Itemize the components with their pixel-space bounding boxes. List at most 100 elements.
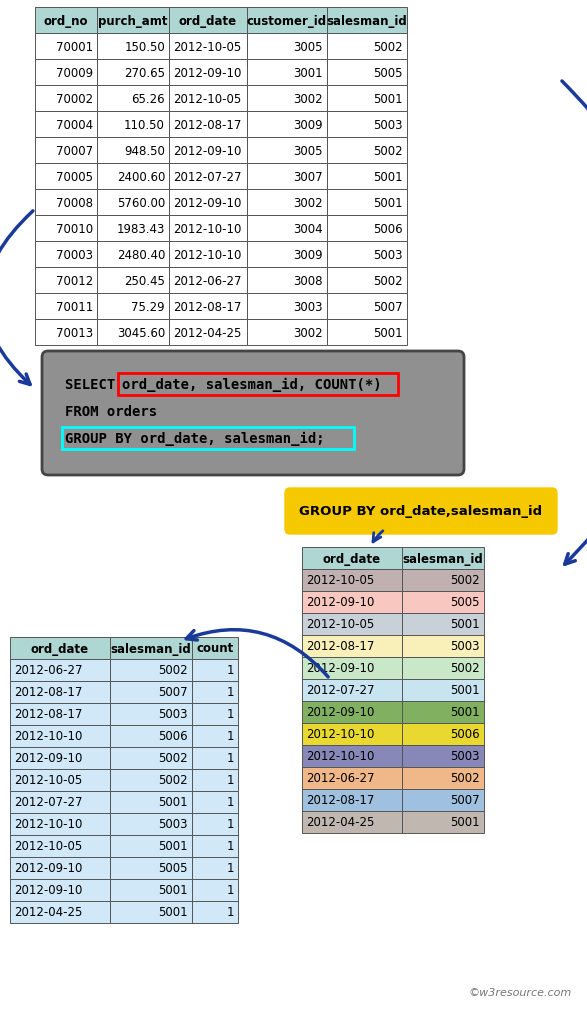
Bar — [110, 880, 192, 901]
Text: 5001: 5001 — [373, 92, 403, 105]
Text: 3008: 3008 — [294, 274, 323, 287]
Text: 5002: 5002 — [450, 771, 480, 785]
Text: 1983.43: 1983.43 — [117, 222, 165, 236]
Text: 2012-07-27: 2012-07-27 — [14, 796, 83, 809]
Bar — [169, 60, 247, 86]
Bar — [327, 86, 407, 112]
Bar — [192, 681, 238, 704]
Text: 70013: 70013 — [56, 327, 93, 339]
Text: 5003: 5003 — [158, 708, 188, 721]
Bar — [402, 569, 484, 591]
Text: 5006: 5006 — [158, 730, 188, 743]
Text: 5002: 5002 — [373, 40, 403, 54]
Bar — [247, 190, 327, 215]
Bar — [327, 137, 407, 164]
Text: 2012-06-27: 2012-06-27 — [173, 274, 241, 287]
Text: 2012-09-10: 2012-09-10 — [14, 861, 82, 875]
Bar — [327, 268, 407, 294]
Bar — [169, 268, 247, 294]
Bar — [110, 813, 192, 835]
Bar — [302, 657, 402, 679]
Bar — [169, 86, 247, 112]
Bar — [169, 34, 247, 60]
Bar — [192, 880, 238, 901]
Text: 70009: 70009 — [56, 67, 93, 80]
Bar — [97, 242, 169, 268]
Text: 5002: 5002 — [450, 662, 480, 674]
Text: customer_id: customer_id — [247, 14, 327, 27]
Text: 2012-10-05: 2012-10-05 — [14, 773, 82, 787]
Text: 2012-10-05: 2012-10-05 — [14, 840, 82, 852]
Bar — [192, 659, 238, 681]
Bar — [169, 190, 247, 215]
Text: 3009: 3009 — [294, 249, 323, 261]
Text: 2012-07-27: 2012-07-27 — [173, 170, 241, 183]
Text: 5760.00: 5760.00 — [117, 196, 165, 209]
Bar — [327, 242, 407, 268]
Text: 5005: 5005 — [373, 67, 403, 80]
Bar — [247, 242, 327, 268]
Bar — [192, 637, 238, 659]
Text: 2012-10-05: 2012-10-05 — [306, 574, 375, 587]
Bar — [35, 294, 97, 319]
Bar — [169, 319, 247, 346]
Bar — [402, 679, 484, 702]
Bar — [247, 215, 327, 242]
Text: 2012-09-10: 2012-09-10 — [306, 706, 375, 719]
Text: 65.26: 65.26 — [131, 92, 165, 105]
Text: 2012-08-17: 2012-08-17 — [14, 685, 82, 699]
Text: 2012-06-27: 2012-06-27 — [306, 771, 375, 785]
Text: 5003: 5003 — [158, 818, 188, 831]
Bar — [169, 164, 247, 190]
Text: 3009: 3009 — [294, 118, 323, 131]
Bar — [10, 880, 110, 901]
Text: 1: 1 — [227, 861, 234, 875]
Text: 5001: 5001 — [450, 618, 480, 631]
Text: 5002: 5002 — [373, 145, 403, 158]
Text: 3005: 3005 — [294, 145, 323, 158]
Text: 70001: 70001 — [56, 40, 93, 54]
Bar — [327, 319, 407, 346]
Bar — [192, 813, 238, 835]
Bar — [169, 137, 247, 164]
Bar — [10, 857, 110, 880]
Bar — [327, 60, 407, 86]
Text: ord_date, salesman_id, COUNT(*): ord_date, salesman_id, COUNT(*) — [122, 377, 382, 391]
Text: 5001: 5001 — [450, 683, 480, 697]
Text: 5002: 5002 — [158, 664, 188, 676]
Text: 5003: 5003 — [373, 118, 403, 131]
Bar — [247, 60, 327, 86]
Text: 5001: 5001 — [158, 796, 188, 809]
Bar — [97, 86, 169, 112]
Bar — [35, 86, 97, 112]
Text: 70004: 70004 — [56, 118, 93, 131]
Text: 2012-04-25: 2012-04-25 — [14, 906, 82, 919]
Text: salesman_id: salesman_id — [110, 642, 191, 655]
Bar — [110, 857, 192, 880]
Bar — [302, 548, 402, 569]
Text: 3004: 3004 — [294, 222, 323, 236]
Text: purch_amt: purch_amt — [98, 14, 168, 27]
Bar — [192, 747, 238, 769]
Bar — [302, 635, 402, 657]
Bar — [247, 86, 327, 112]
Bar — [97, 294, 169, 319]
Bar — [402, 635, 484, 657]
Bar — [35, 137, 97, 164]
Text: FROM orders: FROM orders — [65, 404, 157, 419]
Text: 5003: 5003 — [373, 249, 403, 261]
Bar — [327, 8, 407, 34]
Text: 5001: 5001 — [158, 906, 188, 919]
Text: 3007: 3007 — [294, 170, 323, 183]
Text: 70002: 70002 — [56, 92, 93, 105]
Text: 3001: 3001 — [294, 67, 323, 80]
Text: 2480.40: 2480.40 — [117, 249, 165, 261]
Bar — [35, 268, 97, 294]
Bar — [10, 659, 110, 681]
Bar — [402, 548, 484, 569]
Text: 2012-09-10: 2012-09-10 — [14, 884, 82, 897]
Bar — [247, 34, 327, 60]
Text: 5006: 5006 — [373, 222, 403, 236]
FancyBboxPatch shape — [42, 352, 464, 475]
Bar — [302, 745, 402, 767]
